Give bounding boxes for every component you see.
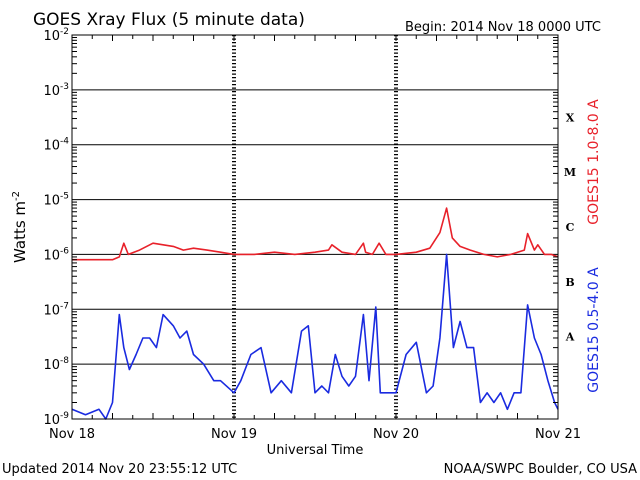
y-tick-label: 10-4 — [43, 137, 69, 154]
flare-class-label: M — [564, 166, 576, 179]
series-layer — [71, 207, 559, 420]
x-tick-label: Nov 19 — [211, 427, 257, 442]
flare-class-label: C — [566, 221, 575, 234]
y-tick-label: 10-7 — [43, 301, 69, 318]
axis-layer: 10-9 10-8 10-7 10-6 10-5 10-4 10-3 10-2 Nov 18 No… — [43, 27, 602, 442]
footer-source: NOAA/SWPC Boulder, CO USA — [444, 462, 637, 477]
plot-area-frame — [71, 34, 559, 420]
y-tick-label: 10-2 — [43, 27, 69, 44]
flare-class-label: B — [565, 276, 574, 289]
x-tick-label: Nov 18 — [49, 427, 95, 442]
y-tick-label: 10-5 — [43, 192, 69, 209]
series-line-short — [71, 253, 559, 420]
flare-class-label: A — [565, 331, 575, 344]
y-tick-label: 10-3 — [43, 82, 69, 99]
y-axis-label: Watts m-2 — [11, 191, 29, 263]
x-tick-label: Nov 21 — [535, 427, 581, 442]
legend-label: GOES15 1.0-8.0 A — [586, 99, 602, 225]
y-tick-label: 10-6 — [43, 246, 69, 263]
footer-updated: Updated 2014 Nov 20 23:55:12 UTC — [2, 462, 237, 477]
grid-layer — [72, 35, 558, 419]
begin-label: Begin: 2014 Nov 18 0000 UTC — [405, 20, 601, 35]
x-axis-label: Universal Time — [267, 443, 364, 458]
x-tick-label: Nov 20 — [373, 427, 419, 442]
y-tick-label: 10-9 — [43, 411, 69, 428]
flare-class-label: X — [566, 111, 575, 124]
y-tick-label: 10-8 — [43, 356, 69, 373]
series-line-long — [72, 207, 559, 261]
chart-title: GOES Xray Flux (5 minute data) — [33, 10, 305, 30]
legend-label: GOES15 0.5-4.0 A — [586, 267, 602, 393]
